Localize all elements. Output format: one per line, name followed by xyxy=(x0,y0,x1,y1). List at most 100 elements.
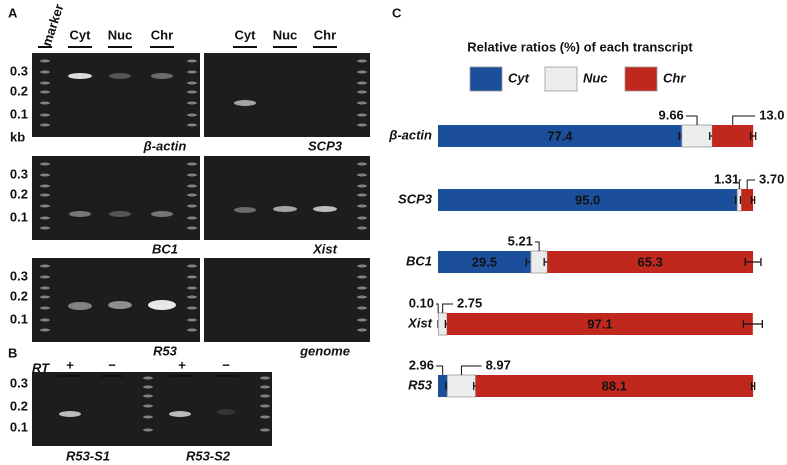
gel-band xyxy=(273,206,297,212)
gel-band xyxy=(40,328,50,332)
size-label: 0.3 xyxy=(10,166,28,181)
size-label: 0.2 xyxy=(10,398,28,413)
value-label: 8.97 xyxy=(486,357,511,372)
gel-band xyxy=(187,264,197,268)
gel-band xyxy=(40,70,50,74)
label-leader xyxy=(460,365,482,375)
gel-image xyxy=(204,258,370,342)
gel-band xyxy=(187,184,197,188)
gel-band xyxy=(143,415,153,419)
gel-band xyxy=(187,286,197,290)
label-leader xyxy=(534,241,540,251)
gel-band xyxy=(40,318,50,322)
lane-label: Cyt xyxy=(70,27,92,42)
value-label: 3.70 xyxy=(759,171,784,186)
gel-band xyxy=(357,328,367,332)
size-label: 0.3 xyxy=(10,268,28,283)
lane-label: Cyt xyxy=(235,27,257,42)
gel-band xyxy=(187,295,197,299)
error-bar xyxy=(750,196,756,204)
gel-band xyxy=(40,173,50,177)
size-label: 0.2 xyxy=(10,288,28,303)
lane-label: marker xyxy=(39,2,67,48)
rt-label: RT xyxy=(32,360,50,375)
lane-label: Chr xyxy=(151,27,173,42)
gel-band xyxy=(169,411,191,417)
bar-segment xyxy=(446,374,476,398)
bar-segment xyxy=(438,375,448,397)
gel-band xyxy=(357,90,367,94)
gel-image xyxy=(32,156,200,240)
size-label: 0.1 xyxy=(10,419,28,434)
gel-band xyxy=(357,275,367,279)
error-bar xyxy=(744,258,762,266)
value-label: 88.1 xyxy=(602,378,627,393)
value-label: 2.75 xyxy=(457,295,482,310)
gel-band xyxy=(40,264,50,268)
gel-image xyxy=(32,258,200,342)
label-leader xyxy=(738,179,742,189)
bar-segment xyxy=(446,313,753,335)
size-label: 0.2 xyxy=(10,186,28,201)
gel-band xyxy=(108,301,132,309)
gel-band xyxy=(187,216,197,220)
gel-band xyxy=(68,302,92,310)
gel-band xyxy=(357,318,367,322)
gel-band xyxy=(234,100,256,106)
gene-label: Xist xyxy=(312,241,338,256)
gel-band xyxy=(357,204,367,208)
category-label: BC1 xyxy=(406,253,432,268)
gel-image xyxy=(32,53,200,137)
gel-band xyxy=(109,73,131,79)
chart-title: Relative ratios (%) of each transcript xyxy=(467,39,693,54)
gel-band xyxy=(357,81,367,85)
label-leader xyxy=(436,303,439,313)
gel-band xyxy=(187,306,197,310)
gene-label: genome xyxy=(299,343,350,358)
error-bar xyxy=(750,132,757,140)
legend-swatch xyxy=(624,66,658,92)
gel-band xyxy=(151,211,173,217)
gel-band xyxy=(357,173,367,177)
panel-label: A xyxy=(8,5,18,20)
category-label: β-actin xyxy=(388,127,432,142)
value-label: 77.4 xyxy=(547,128,573,143)
size-label: 0.3 xyxy=(10,375,28,390)
size-label: 0.1 xyxy=(10,311,28,326)
gel-band xyxy=(260,376,270,380)
legend-swatch xyxy=(469,66,503,92)
gel-band xyxy=(187,59,197,63)
bar-segment xyxy=(741,189,754,211)
unit-label: kb xyxy=(10,129,25,144)
gel-image xyxy=(32,372,272,446)
gel-band xyxy=(187,113,197,117)
gel-band xyxy=(187,101,197,105)
sample-label: R53-S1 xyxy=(66,448,110,463)
gel-band xyxy=(143,394,153,398)
gel-band xyxy=(260,428,270,432)
error-bar xyxy=(742,320,763,328)
gel-band xyxy=(68,73,92,79)
size-label: 0.1 xyxy=(10,106,28,121)
gel-band xyxy=(357,264,367,268)
gel-band xyxy=(109,211,131,217)
gel-band xyxy=(40,101,50,105)
gel-band xyxy=(40,216,50,220)
rt-sign: − xyxy=(222,357,230,372)
gel-band xyxy=(187,275,197,279)
gel-band xyxy=(187,123,197,127)
lane-label: Nuc xyxy=(108,27,133,42)
gel-band xyxy=(260,385,270,389)
gel-band xyxy=(40,226,50,230)
panel-label: B xyxy=(8,345,17,360)
gel-image xyxy=(204,53,370,137)
bar-segment xyxy=(475,375,754,397)
gel-band xyxy=(357,193,367,197)
gel-band xyxy=(187,318,197,322)
error-bar xyxy=(750,382,756,390)
sample-label: R53-S2 xyxy=(186,448,231,463)
value-label: 95.0 xyxy=(575,192,600,207)
legend-label: Chr xyxy=(663,70,686,85)
value-label: 5.21 xyxy=(508,233,533,248)
gel-band xyxy=(357,162,367,166)
